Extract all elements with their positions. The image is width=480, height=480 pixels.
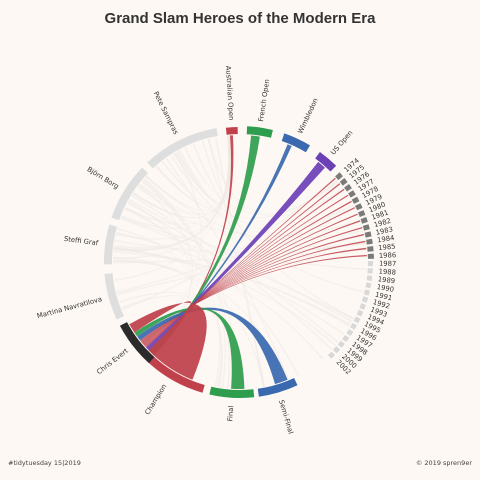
label-chris-evert: Chris Evert (95, 347, 130, 377)
arc-year-1980 (358, 210, 366, 217)
background-ribbon (121, 135, 231, 229)
arc-year-1994 (356, 309, 364, 317)
arc-chris-evert (119, 322, 155, 364)
arc-year-1975 (339, 178, 348, 186)
arc-martina-navratilova (104, 273, 124, 320)
background-ribbon (112, 259, 287, 381)
label-steffi-graf: Steffi Graf (63, 235, 99, 248)
background-ribbon (175, 135, 232, 204)
label-1990: 1990 (376, 283, 394, 294)
caption-left: #tidytuesday 15|2019 (8, 459, 81, 467)
arc-year-1982 (362, 224, 370, 231)
arc-year-1979 (355, 203, 363, 211)
sector-arcs (103, 126, 374, 399)
label-1984: 1984 (377, 234, 395, 245)
arc-year-1993 (359, 303, 366, 310)
arc-australian-open (225, 127, 238, 135)
highlighted-ribbons (129, 135, 367, 389)
arc-year-1974 (335, 172, 343, 181)
arc-year-1999 (337, 340, 345, 348)
arc-year-1986 (367, 253, 374, 259)
arc-year-1990 (365, 282, 372, 289)
arc-steffi-graf (103, 224, 117, 265)
arc-year-1991 (363, 289, 370, 296)
background-ribbon (207, 138, 265, 387)
arc-year-1988 (367, 268, 373, 274)
label-champion: Champion (143, 383, 168, 417)
ribbon-evert-year-1974 (145, 177, 336, 348)
arc-year-1989 (366, 275, 373, 281)
label-french-open: French Open (257, 79, 271, 123)
arc-year-1977 (348, 190, 356, 198)
arc-year-1995 (353, 316, 361, 324)
arc-year-1996 (350, 322, 357, 330)
arc-year-1978 (351, 196, 360, 204)
arc-pete-sampras (147, 128, 218, 169)
arc-us-open (315, 152, 337, 172)
ribbon-evert-final (134, 307, 245, 389)
ribbon-evert-us-open (146, 161, 325, 351)
background-ribbon (214, 137, 266, 387)
label-1991: 1991 (374, 291, 393, 303)
label-1986: 1986 (379, 251, 397, 260)
arc-year-1984 (366, 238, 373, 245)
label-1985: 1985 (378, 243, 396, 253)
background-ribbon (114, 239, 366, 253)
ribbon-evert-french-open (150, 135, 260, 355)
label-us-open: US Open (329, 129, 354, 157)
label-1988: 1988 (378, 268, 396, 277)
arc-year-1992 (361, 296, 369, 303)
chart-title: Grand Slam Heroes of the Modern Era (104, 10, 376, 27)
label-pete-sampras: Pete Sampras (152, 90, 180, 136)
arc-champion (140, 349, 205, 393)
arc-french-open (246, 126, 273, 138)
arc-final (209, 386, 255, 399)
label-1989: 1989 (377, 275, 395, 285)
label-1987: 1987 (379, 260, 396, 268)
caption-right: © 2019 spren9er (415, 459, 472, 467)
ribbon-evert-semi-final (137, 307, 288, 385)
label-semi-final: Semi-Final (277, 399, 295, 435)
arc-wimbledon (281, 133, 310, 153)
arc-year-1997 (346, 329, 354, 336)
arc-year-1998 (342, 335, 350, 342)
arc-bjorn-borg (111, 167, 148, 221)
arc-year-1976 (344, 184, 352, 192)
arc-semi-final (257, 378, 298, 397)
arc-year-1985 (367, 246, 374, 252)
background-ribbons (112, 135, 367, 389)
ribbon-evert-champion (129, 301, 207, 380)
label-bjorn-borg: Björn Borg (86, 165, 121, 190)
background-ribbon (138, 184, 193, 353)
arc-year-1983 (364, 231, 372, 238)
label-australian-open: Australian Open (224, 65, 235, 120)
arc-year-1987 (367, 261, 373, 267)
arc-year-2002 (327, 351, 335, 359)
label-wimbledon: Wimbledon (296, 97, 319, 135)
arc-year-2000 (333, 346, 341, 354)
arc-year-1981 (360, 217, 368, 224)
label-1983: 1983 (375, 225, 394, 236)
label-final: Final (226, 405, 235, 421)
label-martina-navratilova: Martina Navratilova (36, 295, 103, 320)
background-ribbon (121, 295, 233, 389)
